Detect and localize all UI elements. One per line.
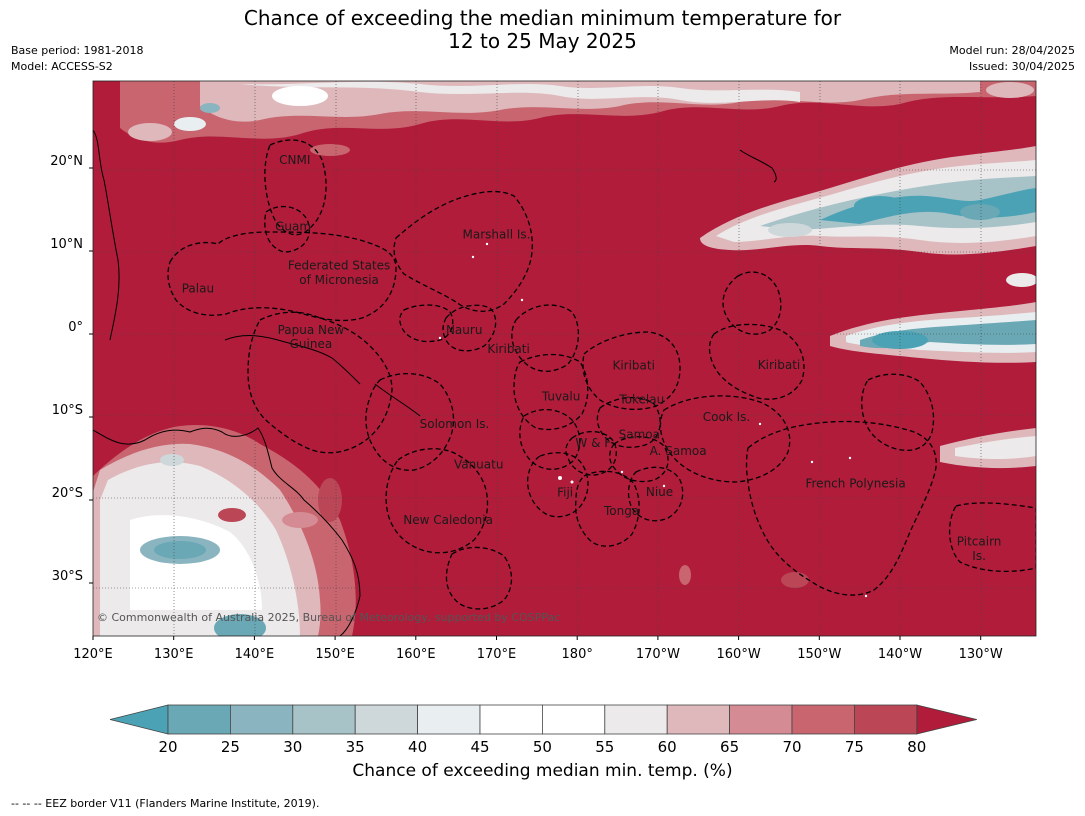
colorbar-tick-label: 45 — [470, 738, 489, 756]
colorbar-segment — [729, 704, 793, 735]
colorbar: 20 25 30 35 40 45 50 55 60 65 70 75 80 — [109, 704, 977, 756]
australia-anomaly — [93, 424, 356, 636]
colorbar-under-arrow — [109, 704, 169, 735]
lon-tick-label: 150°W — [797, 647, 841, 662]
lon-tick-label: 120°E — [73, 647, 113, 662]
colorbar-tick-label: 30 — [283, 738, 302, 756]
colorbar-tick-label: 80 — [907, 738, 926, 756]
colorbar-tick-label: 50 — [533, 738, 552, 756]
lon-tick-label: 180° — [562, 647, 593, 662]
southeast-band — [679, 428, 1036, 588]
region-label: Guam — [275, 219, 311, 233]
colorbar-tick-label: 35 — [346, 738, 365, 756]
colorbar-segment — [604, 704, 668, 735]
region-label: Federated States — [288, 258, 390, 272]
region-label: CNMI — [279, 153, 310, 167]
region-label: Solomon Is. — [420, 417, 490, 431]
region-label: A. Samoa — [650, 444, 707, 458]
colorbar-segment — [854, 704, 918, 735]
colorbar-segment — [354, 704, 419, 735]
lon-tick-label: 170°E — [477, 647, 517, 662]
colorbar-segment — [292, 704, 356, 735]
region-label: Palau — [182, 282, 214, 296]
colorbar-label: Chance of exceeding median min. temp. (%… — [352, 761, 733, 781]
colorbar-over-arrow — [916, 704, 977, 735]
region-label: of Micronesia — [299, 273, 379, 287]
lat-tick-label: 30°S — [52, 569, 83, 584]
region-label: Samoa — [619, 428, 660, 442]
colorbar-segment — [666, 704, 731, 735]
region-label: Marshall Is. — [463, 228, 531, 242]
base-period: Base period: 1981-2018 — [11, 44, 144, 57]
colorbar-tick-label: 70 — [782, 738, 801, 756]
meta-left: Base period: 1981-2018 Model: ACCESS-S2 — [11, 43, 143, 75]
colorbar-tick-label: 75 — [845, 738, 864, 756]
lon-tick-label: 130°E — [154, 647, 194, 662]
lon-tick-label: 150°E — [315, 647, 355, 662]
lon-tick-label: 160°W — [717, 647, 761, 662]
region-label: New Caledonia — [403, 513, 493, 527]
region-label: Is. — [972, 549, 986, 563]
title-line-1: Chance of exceeding the median minimum t… — [243, 6, 842, 30]
region-label: Papua New — [278, 323, 345, 337]
title-line-2: 12 to 25 May 2025 — [448, 29, 637, 53]
lat-tick-label: 20°N — [50, 154, 83, 169]
region-label: Tuvalu — [541, 389, 581, 403]
region-label: Niue — [646, 485, 673, 499]
lon-tick-label: 140°W — [878, 647, 922, 662]
lat-tick-label: 10°N — [50, 237, 83, 252]
map-frame — [92, 80, 1037, 637]
colorbar-segment — [542, 704, 606, 735]
lat-tick-label: 20°S — [52, 486, 83, 501]
lon-tick-label: 170°W — [636, 647, 680, 662]
colorbar-segment — [479, 704, 543, 735]
lon-tick-label: 140°E — [235, 647, 275, 662]
lon-tick-label: 130°W — [959, 647, 1003, 662]
region-label: Guinea — [290, 337, 333, 351]
region-label: Kiribati — [758, 358, 800, 372]
longitude-ticks: 120°E 130°E 140°E 150°E 160°E 170°E 180° 170°W 1… — [73, 636, 1003, 662]
region-label: Cook Is. — [703, 410, 750, 424]
northeast-plume — [700, 146, 1036, 287]
region-label: Tokelau — [618, 393, 664, 407]
colorbar-tick-label: 65 — [720, 738, 739, 756]
colorbar-tick-label: 55 — [595, 738, 614, 756]
coastlines — [93, 129, 777, 636]
colorbar-segment — [229, 704, 294, 735]
colorbar-tick-label: 40 — [408, 738, 427, 756]
lat-tick-label: 0° — [68, 320, 83, 335]
eez-borders — [167, 139, 1036, 610]
colorbar-tick-label: 25 — [221, 738, 240, 756]
meta-right: Model run: 28/04/2025 Issued: 30/04/2025 — [949, 43, 1075, 75]
region-label: Kiribati — [487, 342, 529, 356]
lat-tick-label: 10°S — [52, 403, 83, 418]
region-label: Fiji — [557, 486, 573, 500]
region-label: Pitcairn — [957, 535, 1002, 549]
island-specks — [438, 242, 868, 598]
region-label: Tonga — [603, 504, 639, 518]
colorbar-tick-label: 60 — [658, 738, 677, 756]
colorbar-tick-label: 20 — [158, 738, 177, 756]
model-run: Model run: 28/04/2025 — [949, 44, 1075, 57]
colorbar-segment — [791, 704, 855, 735]
region-label: Nauru — [446, 323, 482, 337]
region-label: W & F — [575, 436, 611, 450]
model-name: Model: ACCESS-S2 — [11, 60, 113, 73]
lon-tick-label: 160°E — [396, 647, 436, 662]
region-label: French Polynesia — [805, 477, 905, 491]
copyright-notice: © Commonwealth of Australia 2025, Bureau… — [97, 611, 560, 624]
map-title: Chance of exceeding the median minimum t… — [0, 7, 1085, 53]
latitude-ticks: 20°N 10°N 0° 10°S 20°S 30°S — [50, 154, 93, 584]
region-label: Kiribati — [612, 359, 654, 373]
colorbar-segment — [417, 704, 481, 735]
eez-footnote: -- -- -- EEZ border V11 (Flanders Marine… — [11, 797, 320, 810]
colorbar-segment — [167, 704, 231, 735]
region-label: Vanuatu — [454, 458, 504, 472]
issued-date: Issued: 30/04/2025 — [968, 60, 1075, 73]
